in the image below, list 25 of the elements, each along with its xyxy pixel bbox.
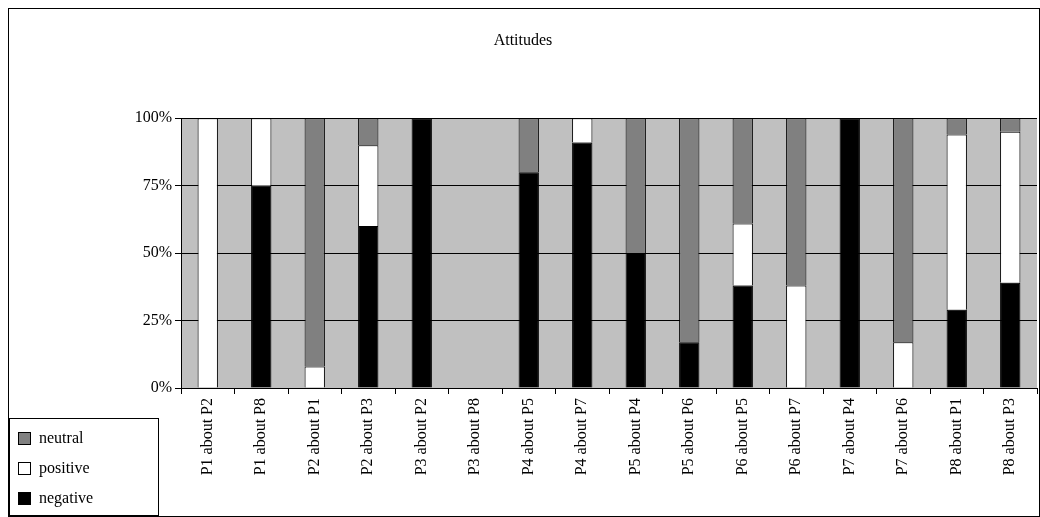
x-tick-label: P6 about P7 <box>786 398 804 476</box>
legend-label: neutral <box>39 429 84 447</box>
x-tick-label: P4 about P5 <box>518 398 536 476</box>
x-tick-label: P4 about P7 <box>572 398 590 476</box>
x-tick-label: P6 about P5 <box>732 398 750 476</box>
x-tick-label: P8 about P3 <box>1000 398 1018 476</box>
x-tick-label: P2 about P3 <box>358 398 376 476</box>
x-tick-label: P5 about P6 <box>679 398 697 476</box>
y-tick-label: 50% <box>142 243 172 261</box>
x-tick-label: P3 about P2 <box>411 398 429 476</box>
x-tick-label: P1 about P8 <box>251 398 269 476</box>
legend-label: positive <box>39 459 90 477</box>
y-tick-label: 0% <box>150 378 172 396</box>
x-tick-label: P8 about P1 <box>946 398 964 476</box>
x-tick-label: P7 about P4 <box>839 398 857 476</box>
y-tick-label: 100% <box>134 108 172 126</box>
x-tick-label: P1 about P2 <box>197 398 215 476</box>
x-tick-label: P2 about P1 <box>304 398 322 476</box>
y-tick-label: 25% <box>142 310 172 328</box>
x-tick-label: P5 about P4 <box>625 398 643 476</box>
x-tick-label: P7 about P6 <box>893 398 911 476</box>
y-tick-label: 75% <box>142 175 172 193</box>
x-tick-label: P3 about P8 <box>465 398 483 476</box>
chart-title: Attitudes <box>493 30 553 48</box>
legend-label: negative <box>39 489 94 507</box>
